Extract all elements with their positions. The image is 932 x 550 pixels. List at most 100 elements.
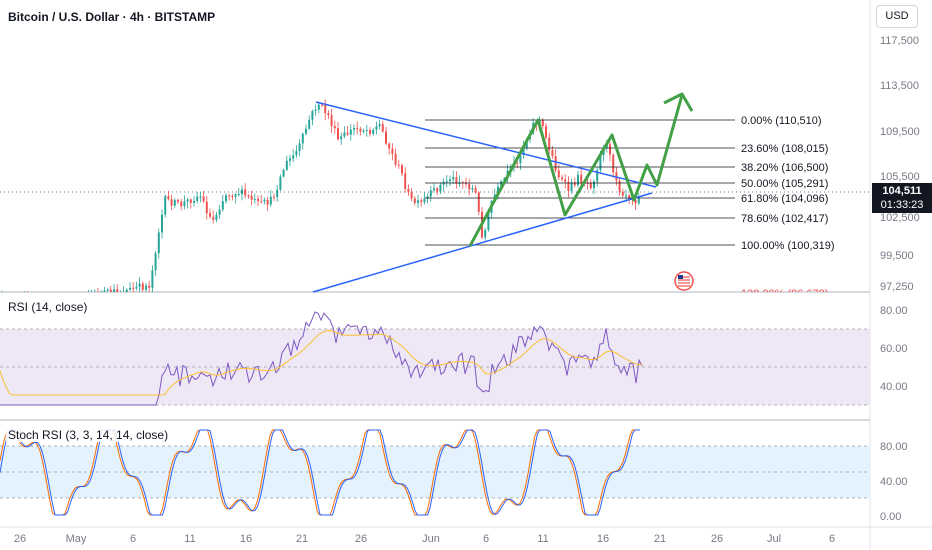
candle-body [282,169,285,177]
candle-body [468,184,471,190]
candle-body [487,213,490,231]
candle-body [577,174,579,186]
candle-body [548,137,551,151]
time-axis-tick: 11 [184,533,195,545]
candle-body [218,209,221,215]
currency-button[interactable]: USD [876,5,918,28]
candle-body [449,179,451,182]
candle-body [337,128,339,140]
candle-body [343,132,346,137]
candle-body [500,180,503,187]
candle-body [266,199,269,205]
candle-body [349,129,352,135]
candle-body [353,128,355,130]
candle-body [375,126,378,130]
fib-level-label: 0.00% (110,510) [741,115,822,127]
stoch-axis-tick: 0.00 [880,511,901,523]
candle-body [388,143,391,149]
candle-body [497,186,499,195]
candle-body [340,136,343,140]
candle-body [260,201,263,203]
candle-body [580,174,583,183]
rsi-line [0,311,643,406]
candle-body [285,160,288,170]
candle-body [237,193,240,195]
candle-body [381,124,384,132]
candle-body [385,131,387,144]
candle-body [356,128,359,130]
candle-body [151,270,154,288]
candle-body [477,192,480,212]
candle-body [129,287,131,290]
candle-body [378,124,381,127]
candle-body [541,119,544,127]
candle-body [452,177,455,180]
candle-body [586,183,589,185]
candle-body [161,214,163,233]
price-axis-tick: 97,250 [880,281,914,293]
fib-level-label: 38.20% (106,500) [741,162,828,174]
price-axis-tick: 105,500 [880,171,920,183]
price-axis-tick: 109,500 [880,126,920,138]
candle-body [333,126,336,129]
candle-body [413,198,416,203]
time-axis-tick: 6 [829,533,835,545]
candle-body [324,104,327,114]
time-axis-tick: 21 [296,533,308,545]
candle-body [109,289,112,292]
current-price-tag: 104,511 01:33:23 [872,183,932,213]
candle-body [125,289,128,292]
candle-body [253,198,256,200]
candle-body [241,189,243,194]
candle-body [609,144,611,155]
candle-body [113,289,115,292]
candle-body [589,183,592,188]
chart-title: Bitcoin / U.S. Dollar · 4h · BITSTAMP [8,10,216,24]
candle-body [205,201,208,214]
candle-body [621,191,624,196]
candle-body [215,214,218,220]
candle-body [593,181,595,188]
candle-body [330,115,333,127]
price-axis-tick: 102,500 [880,212,920,224]
candle-body [417,200,419,203]
candle-body [173,199,176,206]
candle-body [177,199,179,202]
projection-path [468,94,684,247]
candle-body [429,190,432,197]
lower-trendline [312,192,653,293]
candle-body [423,198,426,203]
candle-body [106,289,109,291]
us-flag-icon-ring [674,271,694,291]
rsi-axis-tick: 60.00 [880,343,908,355]
candle-body [471,187,474,190]
candle-body [301,133,304,144]
candle-body [391,148,394,154]
candle-body [369,129,371,134]
candle-body [141,283,144,290]
candle-body [148,285,151,288]
candle-body [420,200,423,203]
candle-body [551,150,554,157]
candle-body [637,198,640,204]
candle-body [231,196,234,198]
fib-level-label: 23.60% (108,015) [741,143,828,155]
rsi-pane-label: RSI (14, close) [6,300,90,314]
candle-body [634,200,637,204]
fib-level-label: 78.60% (102,417) [741,213,828,225]
time-axis-tick: 26 [355,533,367,545]
candle-body [567,181,570,191]
time-axis-tick: 6 [130,533,136,545]
time-axis-tick: Jun [422,533,440,545]
candle-body [573,182,576,186]
stoch-axis-tick: 40.00 [880,476,908,488]
candle-body [305,128,307,134]
time-axis-tick: Jul [767,533,781,545]
candle-body [436,188,439,192]
candle-body [180,201,183,207]
candle-body [362,130,365,132]
candle-body [209,213,211,217]
time-axis-tick: 26 [14,533,26,545]
